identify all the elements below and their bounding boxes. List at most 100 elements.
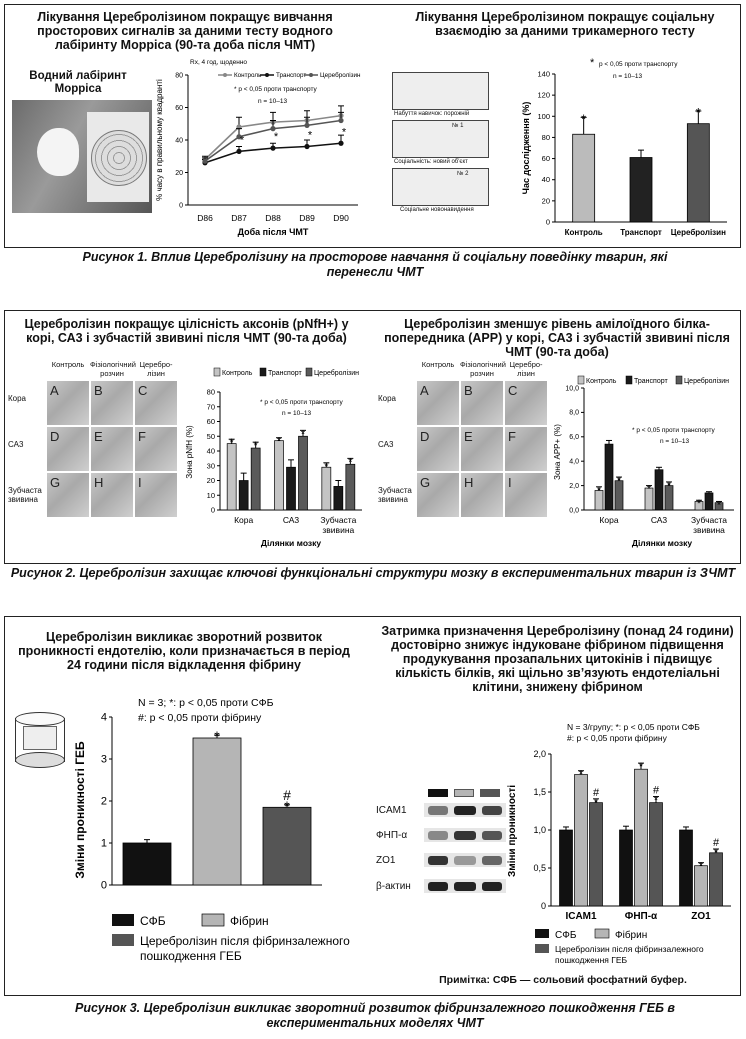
- pnfh-row-label: Зубчаста звивина: [8, 486, 42, 504]
- maze-line-chart: Rx, 4 год, щоденно * p < 0,05 проти транс…: [155, 59, 361, 237]
- app-y-tick-label: 4,0: [569, 459, 579, 466]
- inflam-y-tick-label: 1,5: [533, 787, 546, 797]
- social-significance-mark: *: [581, 111, 586, 126]
- app-annotation: * p < 0,05 проти транспорту: [632, 427, 716, 434]
- app-bar: [644, 487, 654, 511]
- app-bar: [604, 443, 614, 511]
- app-significance-mark: *: [617, 475, 622, 487]
- social-annotation: p < 0,05 проти транспорту: [599, 61, 678, 68]
- inflam-bar: [589, 802, 603, 907]
- maze-n-note: n = 10–13: [258, 98, 287, 105]
- social-bar-chart: 0 20 40 60 80 100 120 140 Контроль * Транспорт Цере…: [521, 57, 727, 237]
- pnfh-panel: F: [134, 426, 178, 472]
- pnfh-y-tick-label: 80: [207, 388, 215, 397]
- app-panel: A: [416, 380, 460, 426]
- social-y-tick-label: 100: [537, 112, 550, 121]
- maze-y-tick-label: 40: [175, 137, 183, 144]
- maze-star: *: [308, 130, 313, 142]
- chamber-tag-1: № 1: [452, 123, 464, 129]
- inflam-bar: [619, 829, 633, 907]
- app-bar: [664, 485, 674, 511]
- social-bar: [629, 157, 653, 223]
- maze-star: *: [342, 126, 347, 138]
- app-col-label: Фізіологічний розчин: [460, 360, 506, 378]
- pnfh-panel-letter: I: [138, 475, 142, 490]
- blot-label-zo1: ZO1: [376, 855, 396, 866]
- maze-star: *: [274, 131, 279, 143]
- app-panel: C: [504, 380, 548, 426]
- maze-y-tick-label: 0: [179, 202, 183, 209]
- app-significance-mark: *: [667, 480, 672, 492]
- maze-x-tick-label: D86: [197, 213, 213, 223]
- maze-data-point: [270, 126, 276, 132]
- inflam-annotation-2: #: p < 0,05 проти фібрину: [567, 733, 668, 743]
- pnfh-y-label: Зона pNfH (%): [185, 425, 194, 479]
- app-col-label: Церебро-лізин: [509, 360, 543, 378]
- bbb-y-tick-label: 3: [101, 754, 107, 766]
- app-panel: H: [460, 472, 504, 518]
- maze-annotation: * p < 0,05 проти транспорту: [234, 86, 318, 93]
- social-y-tick-label: 120: [537, 91, 550, 100]
- pnfh-y-tick-label: 10: [207, 491, 215, 500]
- pnfh-x-tick-label: Кора: [234, 515, 253, 525]
- social-significance-mark: *: [696, 105, 701, 120]
- app-panel-letter: D: [420, 429, 430, 444]
- social-bar: [686, 123, 710, 223]
- maze-top-note: Rx, 4 год, щоденно: [190, 59, 247, 66]
- inflam-y-tick-label: 0,5: [533, 863, 546, 873]
- inflam-x-tick-label: ICAM1: [565, 911, 597, 922]
- social-y-tick-label: 60: [542, 154, 550, 163]
- pnfh-legend-swatch: [259, 367, 267, 377]
- social-y-tick-label: 140: [537, 70, 550, 79]
- blot-label-tnf: ФНП-α: [376, 830, 408, 841]
- bbb-bar: [262, 806, 312, 886]
- app-panel-letter: F: [508, 429, 516, 444]
- pnfh-x-tick-label: Зубчаста: [320, 515, 356, 525]
- bbb-legend-swatch: [112, 934, 134, 946]
- social-y-tick-label: 20: [542, 196, 550, 205]
- bbb-significance-mark: *: [284, 798, 290, 814]
- pnfh-panel: H: [90, 472, 134, 518]
- inflam-y-tick-label: 1,0: [533, 825, 546, 835]
- pnfh-col-label: Церебро-лізин: [139, 360, 173, 378]
- pnfh-panel: G: [46, 472, 90, 518]
- pnfh-panel-letter: E: [94, 429, 103, 444]
- inflam-significance-mark: *: [714, 847, 719, 859]
- inflam-significance-mark: *: [699, 861, 704, 873]
- figure-3-frame: [4, 616, 741, 996]
- pnfh-panel-letter: F: [138, 429, 146, 444]
- app-panel: I: [504, 472, 548, 518]
- app-panel: F: [504, 426, 548, 472]
- social-x-tick-label: Церебролізин: [671, 228, 726, 237]
- chamber-tag-2: № 2: [457, 171, 469, 177]
- app-y-tick-label: 0,0: [569, 507, 579, 514]
- pnfh-panel-letter: A: [50, 383, 59, 398]
- maze-y-label: % часу в правильному квадранті: [155, 79, 164, 201]
- maze-data-point: [236, 134, 242, 140]
- pnfh-y-tick-label: 0: [211, 506, 215, 515]
- app-row-label: СА3: [378, 440, 394, 449]
- inflam-y-tick-label: 2,0: [533, 749, 546, 759]
- maze-data-point: [304, 143, 310, 150]
- pnfh-bar: [345, 463, 356, 511]
- inflam-significance-mark: *: [594, 797, 599, 809]
- bbb-legend-label: пошкодження ГЕБ: [140, 949, 242, 963]
- app-histology-grid: Контроль Фізіологічний розчин Церебро-лізи…: [378, 360, 550, 530]
- pnfh-legend-swatch: [305, 367, 313, 377]
- maze-data-point: [202, 158, 208, 164]
- maze-x-tick-label: D90: [333, 213, 349, 223]
- pnfh-bar: [333, 486, 344, 511]
- app-panel-letter: E: [464, 429, 473, 444]
- app-bar: [654, 469, 664, 511]
- social-ann-star: *: [590, 57, 595, 69]
- maze-legend-marker: [309, 73, 313, 77]
- pnfh-significance-mark: *: [348, 456, 353, 468]
- maze-data-point: [270, 145, 276, 151]
- app-y-label: Зона APP+ (%): [553, 424, 562, 480]
- pnfh-panel-letter: B: [94, 383, 103, 398]
- pnfh-col-label: Фізіологічний розчин: [90, 360, 136, 378]
- inflam-x-tick-label: ZO1: [691, 911, 711, 922]
- pnfh-panel-letter: H: [94, 475, 104, 490]
- inflam-significance-mark: #: [593, 787, 600, 799]
- maze-x-label: Доба після ЧМТ: [238, 227, 309, 237]
